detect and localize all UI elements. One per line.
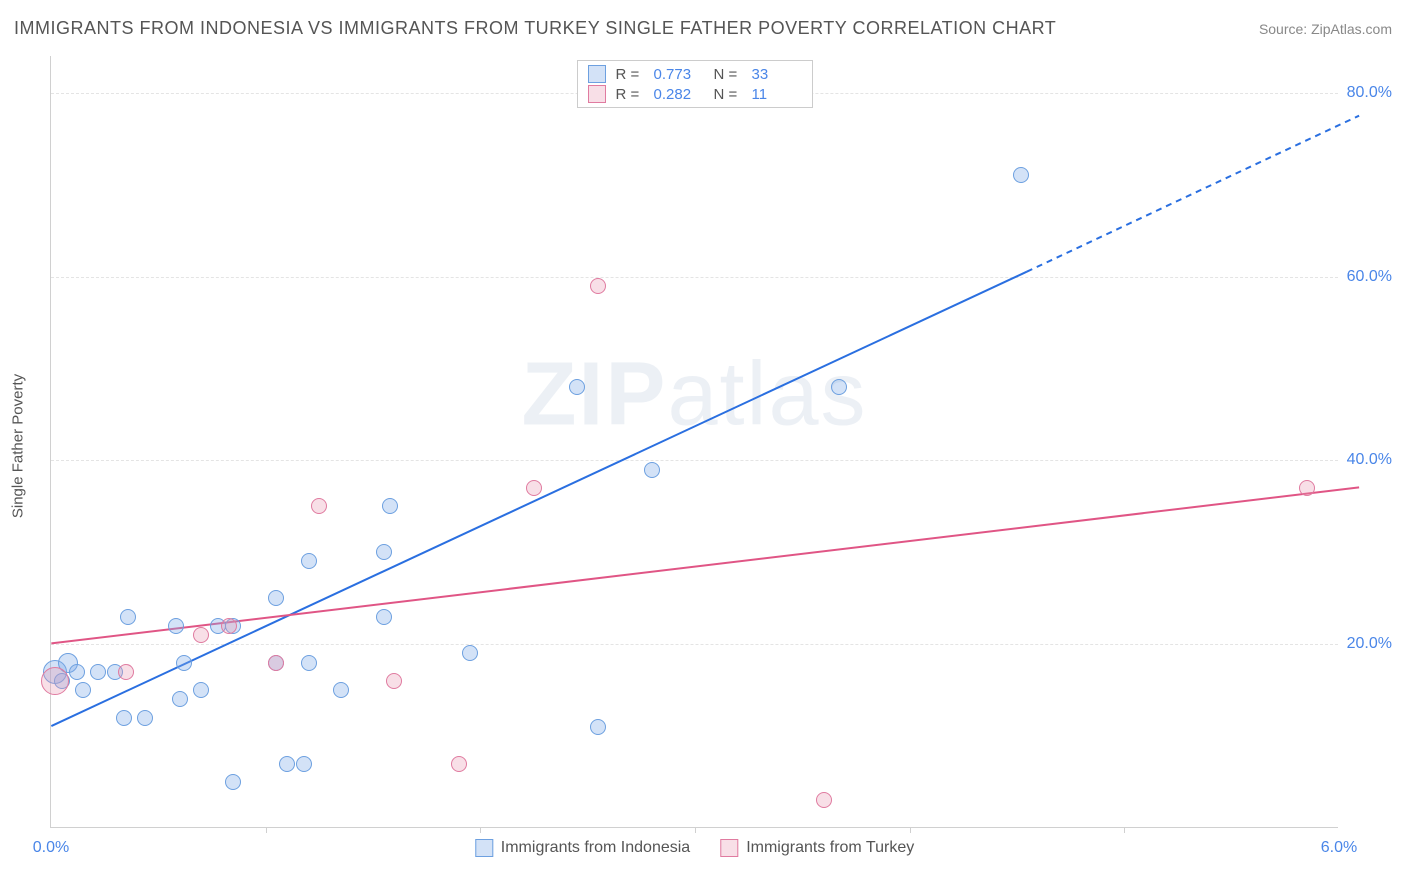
data-point-indonesia — [137, 710, 153, 726]
data-point-indonesia — [176, 655, 192, 671]
legend-label-indonesia: Immigrants from Indonesia — [501, 839, 690, 857]
data-point-turkey — [1299, 480, 1315, 496]
x-tick-mark — [695, 827, 696, 833]
data-point-indonesia — [75, 682, 91, 698]
trendline-turkey — [51, 487, 1359, 643]
x-tick-label: 6.0% — [1321, 839, 1357, 857]
r-value-indonesia: 0.773 — [654, 66, 704, 83]
data-point-indonesia — [301, 553, 317, 569]
series-legend: Immigrants from Indonesia Immigrants fro… — [475, 839, 914, 857]
swatch-turkey — [720, 839, 738, 857]
y-tick-label: 60.0% — [1347, 268, 1392, 286]
data-point-indonesia — [279, 756, 295, 772]
x-tick-label: 0.0% — [33, 839, 69, 857]
data-point-turkey — [451, 756, 467, 772]
y-tick-label: 80.0% — [1347, 84, 1392, 102]
trendline-extrap-indonesia — [1027, 116, 1359, 272]
data-point-indonesia — [296, 756, 312, 772]
swatch-indonesia — [588, 65, 606, 83]
n-value-indonesia: 33 — [752, 66, 802, 83]
title-bar: IMMIGRANTS FROM INDONESIA VS IMMIGRANTS … — [14, 18, 1392, 39]
data-point-turkey — [118, 664, 134, 680]
legend-item-turkey: Immigrants from Turkey — [720, 839, 914, 857]
swatch-turkey — [588, 85, 606, 103]
plot-area: ZIPatlas 20.0%40.0%60.0%80.0% R = 0.773 … — [50, 56, 1338, 828]
data-point-indonesia — [172, 691, 188, 707]
data-point-turkey — [816, 792, 832, 808]
data-point-indonesia — [1013, 167, 1029, 183]
data-point-turkey — [268, 655, 284, 671]
data-point-indonesia — [462, 645, 478, 661]
chart-title: IMMIGRANTS FROM INDONESIA VS IMMIGRANTS … — [14, 18, 1056, 39]
data-point-indonesia — [90, 664, 106, 680]
swatch-indonesia — [475, 839, 493, 857]
x-tick-mark — [910, 827, 911, 833]
x-tick-mark — [480, 827, 481, 833]
data-point-indonesia — [644, 462, 660, 478]
data-point-indonesia — [301, 655, 317, 671]
data-point-turkey — [386, 673, 402, 689]
data-point-turkey — [193, 627, 209, 643]
y-axis-label: Single Father Poverty — [10, 374, 27, 518]
data-point-turkey — [590, 278, 606, 294]
x-tick-mark — [266, 827, 267, 833]
data-point-turkey — [41, 667, 69, 695]
y-tick-label: 40.0% — [1347, 451, 1392, 469]
legend-row-turkey: R = 0.282 N = 11 — [588, 84, 802, 104]
n-label: N = — [714, 66, 742, 83]
n-value-turkey: 11 — [752, 86, 802, 103]
r-value-turkey: 0.282 — [654, 86, 704, 103]
data-point-indonesia — [225, 774, 241, 790]
legend-label-turkey: Immigrants from Turkey — [746, 839, 914, 857]
data-point-indonesia — [831, 379, 847, 395]
data-point-indonesia — [268, 590, 284, 606]
legend-item-indonesia: Immigrants from Indonesia — [475, 839, 690, 857]
trendline-indonesia — [51, 272, 1026, 726]
data-point-indonesia — [193, 682, 209, 698]
data-point-indonesia — [382, 498, 398, 514]
data-point-indonesia — [168, 618, 184, 634]
data-point-indonesia — [69, 664, 85, 680]
n-label: N = — [714, 86, 742, 103]
data-point-indonesia — [333, 682, 349, 698]
data-point-indonesia — [590, 719, 606, 735]
data-point-turkey — [221, 618, 237, 634]
x-tick-mark — [1124, 827, 1125, 833]
data-point-indonesia — [569, 379, 585, 395]
source-label: Source: ZipAtlas.com — [1259, 21, 1392, 37]
legend-row-indonesia: R = 0.773 N = 33 — [588, 64, 802, 84]
data-point-turkey — [526, 480, 542, 496]
data-point-turkey — [311, 498, 327, 514]
y-tick-label: 20.0% — [1347, 635, 1392, 653]
r-label: R = — [616, 66, 644, 83]
trend-lines — [51, 56, 1338, 827]
r-label: R = — [616, 86, 644, 103]
data-point-indonesia — [376, 544, 392, 560]
data-point-indonesia — [116, 710, 132, 726]
correlation-legend: R = 0.773 N = 33 R = 0.282 N = 11 — [577, 60, 813, 108]
data-point-indonesia — [376, 609, 392, 625]
data-point-indonesia — [120, 609, 136, 625]
